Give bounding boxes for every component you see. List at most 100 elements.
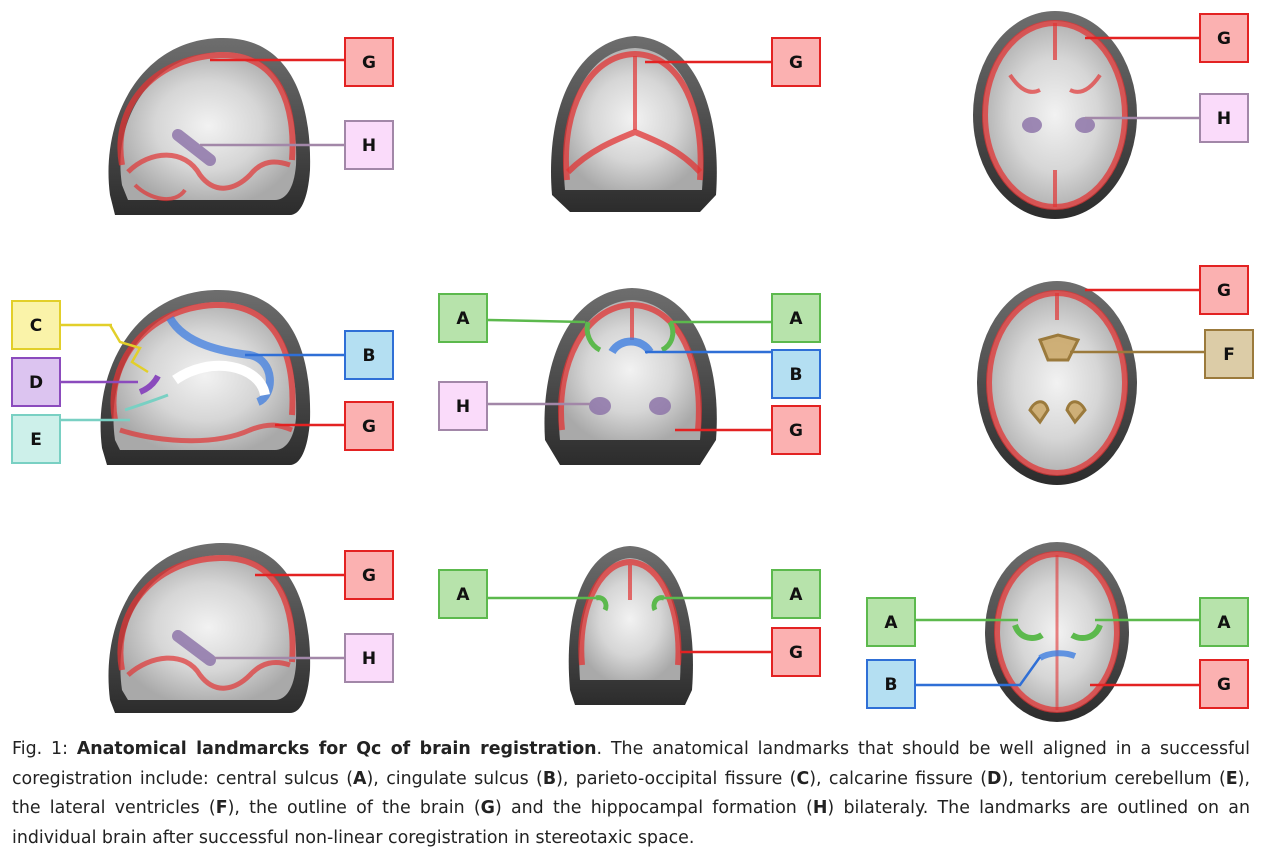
label-box-g: G [344, 37, 394, 87]
label-box-b: B [866, 659, 916, 709]
label-box-a: A [771, 569, 821, 619]
panel-axial-3 [985, 542, 1129, 722]
label-box-text: G [1217, 281, 1231, 301]
label-box-text: A [456, 309, 470, 329]
label-box-text: B [363, 346, 376, 366]
caption-text: ), cingulate sulcus ( [366, 768, 543, 789]
caption-text: ), the lateral ventricles ( [12, 768, 1250, 819]
caption-key: F [215, 798, 228, 818]
label-box-frame [1199, 13, 1249, 63]
label-box-h: H [1199, 93, 1249, 143]
label-box-frame [1199, 659, 1249, 709]
label-box-frame [344, 550, 394, 600]
caption-key: A [353, 768, 367, 789]
label-box-g: G [344, 550, 394, 600]
label-box-g: G [771, 627, 821, 677]
caption-key: G [480, 798, 495, 818]
caption-text: ) bilateraly. The landmarks are outlined… [12, 798, 1250, 848]
label-box-frame [344, 120, 394, 170]
caption-text: ), calcarine fissure ( [809, 768, 988, 789]
caption-text: ), tentorium cerebellum ( [1001, 768, 1226, 789]
panel-coronal-3 [568, 546, 693, 705]
label-box-frame [344, 37, 394, 87]
label-box-text: G [789, 53, 803, 73]
label-box-frame [1199, 265, 1249, 315]
label-box-text: B [885, 675, 898, 695]
label-box-text: H [362, 649, 376, 669]
label-box-frame [866, 597, 916, 647]
landmark-labels: G H G G H C D E B G A A B H G G F G H A A G A A B G [11, 13, 1254, 709]
panel-sagittal-1 [108, 37, 311, 216]
label-box-h: H [344, 120, 394, 170]
label-box-frame [344, 401, 394, 451]
label-box-text: D [29, 373, 43, 393]
label-box-frame [771, 349, 821, 399]
label-box-frame [1199, 93, 1249, 143]
label-box-frame [771, 37, 821, 87]
caption-text: ), parieto-occipital fissure ( [556, 768, 797, 789]
caption-text: ), the outline of the brain ( [227, 798, 481, 818]
label-box-f: F [1204, 329, 1254, 379]
label-box-g: G [771, 37, 821, 87]
label-box-frame [1204, 329, 1254, 379]
label-box-g: G [344, 401, 394, 451]
label-box-text: C [30, 316, 42, 336]
label-box-a: A [1199, 597, 1249, 647]
label-box-a: A [771, 293, 821, 343]
label-box-text: H [456, 397, 470, 417]
label-box-frame [438, 381, 488, 431]
label-box-c: C [11, 300, 61, 350]
label-box-g: G [1199, 659, 1249, 709]
panel-sagittal-2 [100, 289, 311, 465]
label-box-text: G [362, 53, 376, 73]
panel-sagittal-3 [108, 542, 311, 713]
connector-lines [60, 36, 1205, 687]
label-box-text: A [884, 613, 898, 633]
panel-axial-1 [973, 11, 1137, 219]
label-box-d: D [11, 357, 61, 407]
label-box-frame [11, 414, 61, 464]
label-box-g: G [771, 405, 821, 455]
caption-key: E [1225, 768, 1238, 789]
panel-coronal-1 [551, 36, 717, 212]
label-box-text: G [362, 566, 376, 586]
label-box-frame [771, 627, 821, 677]
label-box-text: G [1217, 29, 1231, 49]
label-box-a: A [866, 597, 916, 647]
label-box-h: H [344, 633, 394, 683]
panel-coronal-2 [544, 288, 717, 465]
label-box-text: B [790, 365, 803, 385]
label-box-text: A [789, 585, 803, 605]
label-box-frame [344, 330, 394, 380]
label-box-g: G [1199, 13, 1249, 63]
label-box-frame [11, 357, 61, 407]
label-box-frame [771, 293, 821, 343]
label-box-text: G [789, 643, 803, 663]
figure-caption: Fig. 1: Anatomical landmarcks for Qc of … [12, 735, 1250, 853]
label-box-text: G [789, 421, 803, 441]
label-box-g: G [1199, 265, 1249, 315]
label-box-text: F [1223, 345, 1235, 365]
caption-text: . The anatomical landmarks that should b… [12, 739, 1250, 789]
label-box-frame [438, 569, 488, 619]
label-box-text: H [1217, 109, 1231, 129]
label-box-h: H [438, 381, 488, 431]
caption-key: D [987, 768, 1002, 789]
label-box-text: G [1217, 675, 1231, 695]
label-box-text: G [362, 417, 376, 437]
label-box-text: A [456, 585, 470, 605]
label-box-frame [344, 633, 394, 683]
caption-key: C [796, 768, 810, 789]
label-box-frame [11, 300, 61, 350]
label-box-b: B [771, 349, 821, 399]
caption-key: B [542, 768, 557, 789]
label-box-text: E [30, 430, 42, 450]
label-box-e: E [11, 414, 61, 464]
label-box-frame [866, 659, 916, 709]
label-box-frame [1199, 597, 1249, 647]
label-box-text: A [1217, 613, 1231, 633]
label-box-a: A [438, 293, 488, 343]
label-box-b: B [344, 330, 394, 380]
caption-key: H [812, 798, 828, 818]
label-box-frame [438, 293, 488, 343]
